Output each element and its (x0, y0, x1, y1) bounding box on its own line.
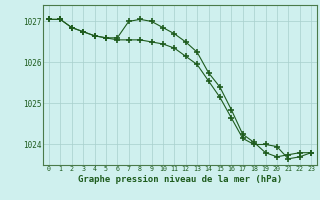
X-axis label: Graphe pression niveau de la mer (hPa): Graphe pression niveau de la mer (hPa) (78, 175, 282, 184)
